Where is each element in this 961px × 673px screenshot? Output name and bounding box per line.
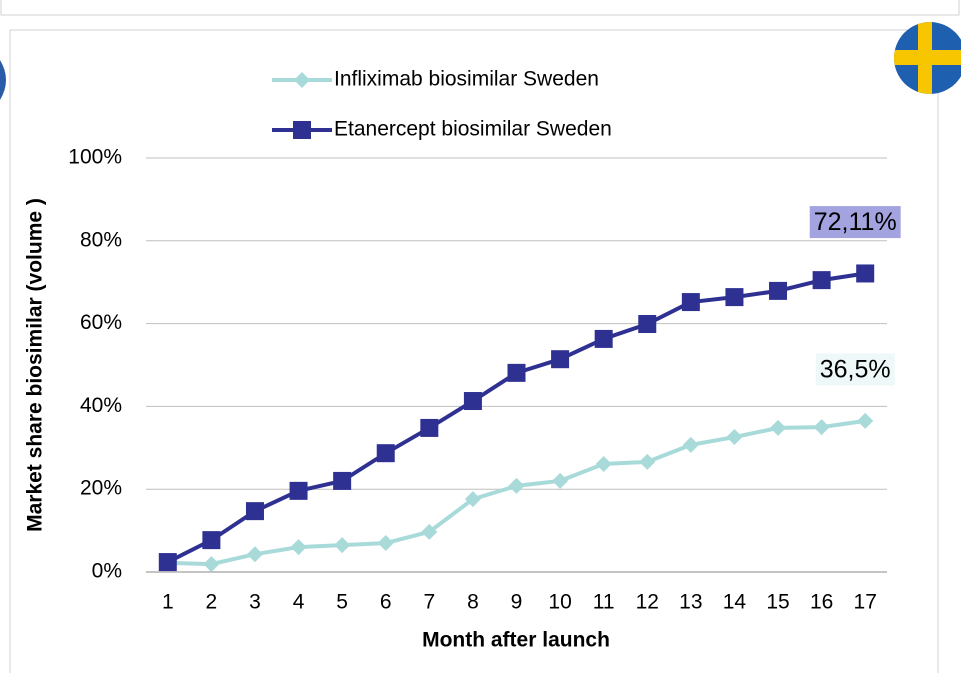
data-label-bg [815, 353, 895, 386]
x-tick-label: 13 [679, 591, 702, 614]
marker [377, 535, 394, 552]
x-axis-title: Month after launch [422, 629, 610, 652]
x-tick-label: 3 [249, 591, 261, 614]
marker [551, 350, 570, 369]
marker [594, 329, 613, 348]
marker [289, 481, 308, 500]
y-axis-title: Market share biosimilar (volume ) [24, 198, 47, 532]
marker [421, 523, 438, 540]
y-tick-label: 100% [68, 146, 122, 169]
marker [245, 502, 264, 521]
x-tick-label: 5 [336, 591, 348, 614]
marker [595, 455, 612, 472]
data-label-text: 36,5% [820, 355, 891, 383]
marker [638, 315, 657, 334]
marker [508, 477, 525, 494]
x-tick-label: 16 [810, 591, 833, 614]
x-tick-label: 10 [548, 591, 571, 614]
y-tick-label: 60% [80, 311, 122, 334]
marker [726, 429, 743, 446]
marker [464, 491, 481, 508]
data-label-bg [809, 206, 901, 239]
marker [158, 553, 177, 572]
marker [682, 436, 699, 453]
x-tick-label: 17 [854, 591, 877, 614]
marker [507, 363, 526, 382]
data-label: 36,5% [815, 353, 895, 386]
marker [770, 419, 787, 436]
x-tick-label: 8 [467, 591, 479, 614]
marker [856, 264, 875, 283]
x-tick-label: 11 [593, 591, 615, 614]
marker [769, 281, 788, 300]
marker [463, 392, 482, 411]
x-tick-label: 4 [293, 591, 305, 614]
x-tick-label: 6 [380, 591, 392, 614]
x-tick-label: 12 [636, 591, 659, 614]
marker [290, 539, 307, 556]
y-tick-label: 20% [80, 477, 122, 500]
flag-left [0, 60, 6, 100]
legend-label: Infliximab biosimilar Sweden [334, 68, 599, 91]
marker [333, 471, 352, 490]
marker [725, 288, 744, 307]
x-tick-label: 9 [511, 591, 523, 614]
marker [552, 472, 569, 489]
marker [857, 412, 874, 429]
marker [376, 444, 395, 463]
marker [420, 418, 439, 437]
x-tick-label: 15 [766, 591, 789, 614]
marker [812, 271, 831, 290]
top-frame [0, 0, 960, 16]
flag-sweden [894, 22, 961, 94]
marker [813, 419, 830, 436]
y-tick-label: 80% [80, 228, 122, 251]
marker [246, 546, 263, 563]
marker [203, 556, 220, 573]
x-tick-label: 14 [723, 591, 747, 614]
marker [334, 537, 351, 554]
marker [681, 293, 700, 312]
marker [294, 72, 310, 88]
y-tick-label: 40% [80, 394, 122, 417]
legend-label: Etanercept biosimilar Sweden [334, 118, 612, 141]
x-tick-label: 2 [206, 591, 218, 614]
x-tick-label: 7 [423, 591, 435, 614]
data-label-text: 72,11% [814, 208, 897, 236]
marker [293, 121, 311, 139]
marker [202, 531, 221, 550]
x-tick-label: 1 [162, 591, 174, 614]
data-label: 72,11% [809, 206, 901, 239]
marker [639, 453, 656, 470]
y-tick-label: 0% [92, 560, 122, 583]
